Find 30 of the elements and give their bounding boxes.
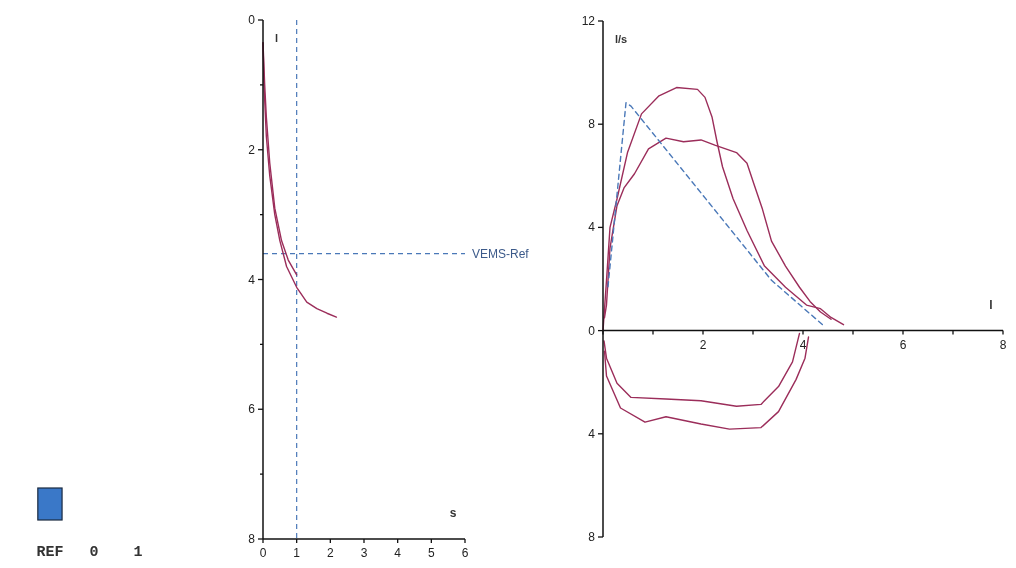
ref-line-label: VEMS-Ref [472,246,530,261]
x-axis-title: l [989,297,993,312]
x-tick-label: 0 [259,546,267,560]
y-tick-label: 4 [248,272,256,287]
x-tick-label: 1 [133,544,143,561]
x-tick-label: REF [36,544,64,561]
y-tick-label: 4 [588,426,596,441]
y-tick-label: 0 [248,13,256,27]
x-tick-label: 8 [999,337,1007,352]
x-tick-label: 2 [326,546,334,560]
x-tick-label: 1 [293,546,301,560]
y-tick-label: 2 [248,142,256,157]
x-tick-label: 4 [799,337,807,352]
y-axis-title: l [275,32,279,44]
x-tick-label: 0 [89,544,99,561]
y-tick-label: 4 [588,220,596,235]
y-tick-label: 12 [581,14,596,28]
x-axis-title: s [449,506,457,520]
x-tick-label: 3 [360,546,368,560]
y-tick-label: 8 [588,530,596,544]
y-tick-label: 8 [248,532,256,546]
x-tick-label: 2 [699,337,707,352]
x-tick-label: 6 [461,546,469,560]
y-axis-title: l/s [615,33,628,45]
y-tick-label: 0 [588,323,596,338]
x-tick-label: 6 [899,337,907,352]
x-tick-label: 4 [394,546,402,560]
y-tick-label: 6 [248,402,256,417]
x-tick-label: 5 [427,546,435,560]
y-tick-label: 8 [588,117,596,132]
